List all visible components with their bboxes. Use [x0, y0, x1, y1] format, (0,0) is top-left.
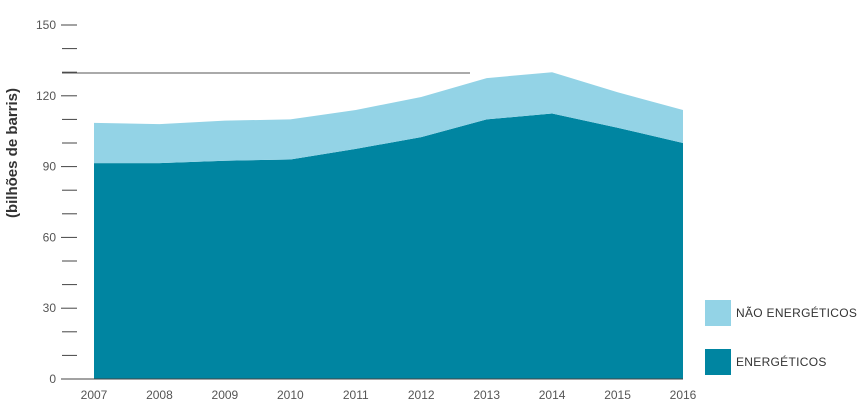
x-tick-label: 2016 — [670, 388, 697, 402]
y-tick-label: 120 — [36, 89, 56, 103]
area-series-energeticos — [94, 113, 683, 379]
x-axis: 2007 2008 2009 2010 2011 2012 2013 2014 2015 2016 — [81, 388, 697, 402]
y-tick-label: 30 — [43, 301, 57, 315]
area-series-nao-energeticos — [94, 72, 683, 164]
legend-swatch — [705, 349, 731, 375]
legend-swatch — [705, 300, 731, 326]
legend-label: NÃO ENERGÉTICOS — [736, 305, 857, 320]
x-tick-label: 2014 — [539, 388, 566, 402]
plot-area — [62, 72, 683, 380]
y-tick-label: 0 — [49, 372, 56, 386]
y-axis-title: (bilhões de barris) — [4, 88, 21, 218]
x-tick-label: 2011 — [343, 388, 369, 402]
y-tick-label: 60 — [43, 230, 57, 244]
y-tick-label: 90 — [43, 160, 57, 174]
y-tick-label: 150 — [36, 18, 56, 32]
x-tick-label: 2010 — [277, 388, 304, 402]
x-tick-label: 2009 — [212, 388, 239, 402]
x-tick-label: 2012 — [408, 388, 435, 402]
legend-label: ENERGÉTICOS — [736, 354, 827, 369]
x-tick-label: 2015 — [604, 388, 631, 402]
y-axis: 0 30 60 90 120 150 — [36, 18, 77, 386]
x-tick-label: 2008 — [146, 388, 173, 402]
x-tick-label: 2007 — [81, 388, 108, 402]
legend: NÃO ENERGÉTICOS ENERGÉTICOS — [705, 300, 857, 375]
x-tick-label: 2013 — [473, 388, 500, 402]
